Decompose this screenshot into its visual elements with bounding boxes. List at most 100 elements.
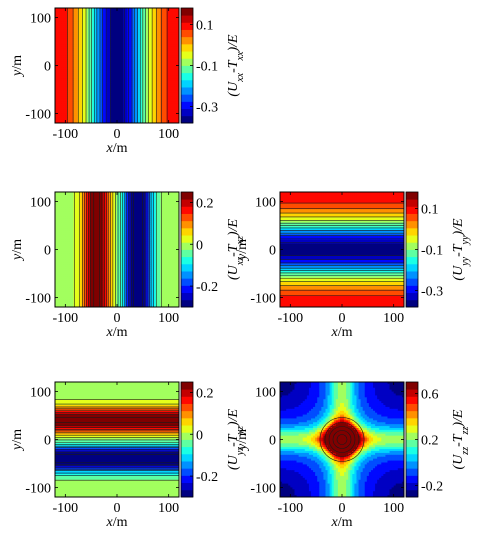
heatmap-cell <box>104 205 108 208</box>
heatmap-cell <box>114 100 118 103</box>
heatmap-cell <box>145 46 149 49</box>
heatmap-cell <box>110 218 114 222</box>
heatmap-cell <box>152 61 155 64</box>
heatmap-cell <box>57 88 60 91</box>
heatmap-cell <box>158 90 161 93</box>
x-tick-label: 0 <box>114 127 121 142</box>
heatmap-cell <box>81 55 85 59</box>
heatmap-cell <box>166 197 170 201</box>
heatmap-cell <box>106 92 110 95</box>
heatmap-cell <box>114 21 118 24</box>
heatmap-cell <box>75 92 79 95</box>
heatmap-cell <box>55 61 58 64</box>
heatmap-cell <box>86 109 89 112</box>
heatmap-cell <box>114 63 118 66</box>
panel-xz: -100 0 1001000-100x/my/m0.20-0.2(Uxz-Txz)/… <box>10 191 246 340</box>
heatmap-cell <box>83 113 87 116</box>
heatmap-cell <box>77 8 81 11</box>
heatmap-cell <box>106 222 110 225</box>
heatmap-cell <box>121 55 124 59</box>
heatmap-cell <box>102 67 105 70</box>
heatmap-cell <box>123 195 126 199</box>
heatmap-cell <box>166 195 170 199</box>
heatmap-cell <box>172 121 176 123</box>
heatmap-cell <box>137 119 141 122</box>
heatmap-cell <box>108 67 112 70</box>
heatmap-cell <box>135 34 139 38</box>
heatmap-cell <box>57 195 60 199</box>
heatmap-cell <box>69 48 72 51</box>
heatmap-cell <box>104 215 108 218</box>
heatmap-cell <box>83 193 87 197</box>
heatmap-cell <box>55 222 58 225</box>
heatmap-cell <box>135 105 139 109</box>
heatmap-cell <box>100 218 103 222</box>
heatmap-cell <box>59 197 62 201</box>
heatmap-cell <box>77 207 81 210</box>
heatmap-cell <box>137 103 141 107</box>
heatmap-cell <box>55 78 58 82</box>
heatmap-cell <box>162 36 165 40</box>
heatmap-cell <box>137 57 141 61</box>
heatmap-cell <box>121 224 124 227</box>
heatmap-cell <box>150 90 153 93</box>
heatmap-cell <box>57 36 60 40</box>
heatmap-cell <box>172 23 176 26</box>
heatmap-cell <box>69 15 72 18</box>
heatmap-cell <box>168 8 172 11</box>
heatmap-cell <box>135 230 139 233</box>
heatmap-cell <box>65 92 68 95</box>
heatmap-cell <box>143 67 147 70</box>
heatmap-cell <box>79 90 83 93</box>
heatmap-cell <box>156 203 159 206</box>
heatmap-cell <box>112 201 116 204</box>
heatmap-cell <box>137 77 141 80</box>
heatmap-cell <box>110 88 114 91</box>
heatmap-cell <box>86 224 89 227</box>
heatmap-cell <box>135 228 139 231</box>
heatmap-cell <box>71 8 74 11</box>
heatmap-cell <box>162 226 165 229</box>
heatmap-cell <box>162 201 165 204</box>
heatmap-cell <box>170 228 174 231</box>
heatmap-cell <box>143 50 147 53</box>
heatmap-cell <box>86 36 89 40</box>
heatmap-cell <box>98 27 101 30</box>
heatmap-cell <box>114 9 118 13</box>
heatmap-cell <box>57 121 60 123</box>
heatmap-cell <box>92 96 95 99</box>
heatmap-cell <box>57 111 60 114</box>
heatmap-cell <box>114 216 118 220</box>
heatmap-cell <box>104 52 108 55</box>
heatmap-cell <box>143 107 147 110</box>
heatmap-cell <box>92 75 95 78</box>
heatmap-cell <box>96 29 99 32</box>
heatmap-cell <box>152 77 155 80</box>
heatmap-cell <box>100 34 103 38</box>
heatmap-cell <box>176 50 179 53</box>
heatmap-cell <box>170 101 174 105</box>
heatmap-cell <box>154 103 157 107</box>
heatmap-cell <box>170 195 174 199</box>
heatmap-cell <box>164 213 167 216</box>
heatmap-cell <box>139 117 143 120</box>
heatmap-cell <box>174 100 178 103</box>
heatmap-cell <box>131 195 134 199</box>
heatmap-cell <box>55 220 58 224</box>
heatmap-cell <box>57 211 60 214</box>
heatmap-cell <box>137 48 141 51</box>
heatmap-cell <box>137 75 141 78</box>
heatmap-cell <box>119 73 122 76</box>
heatmap-cell <box>96 73 99 76</box>
heatmap-cell <box>121 209 124 212</box>
heatmap-cell <box>59 201 62 204</box>
heatmap-cell <box>65 48 68 51</box>
heatmap-cell <box>71 230 74 233</box>
heatmap-cell <box>77 105 81 109</box>
heatmap-cell <box>141 228 145 231</box>
heatmap-cell <box>164 228 167 231</box>
heatmap-cell <box>92 117 95 120</box>
heatmap-cell <box>110 117 114 120</box>
heatmap-cell <box>137 90 141 93</box>
heatmap-cell <box>123 226 126 229</box>
